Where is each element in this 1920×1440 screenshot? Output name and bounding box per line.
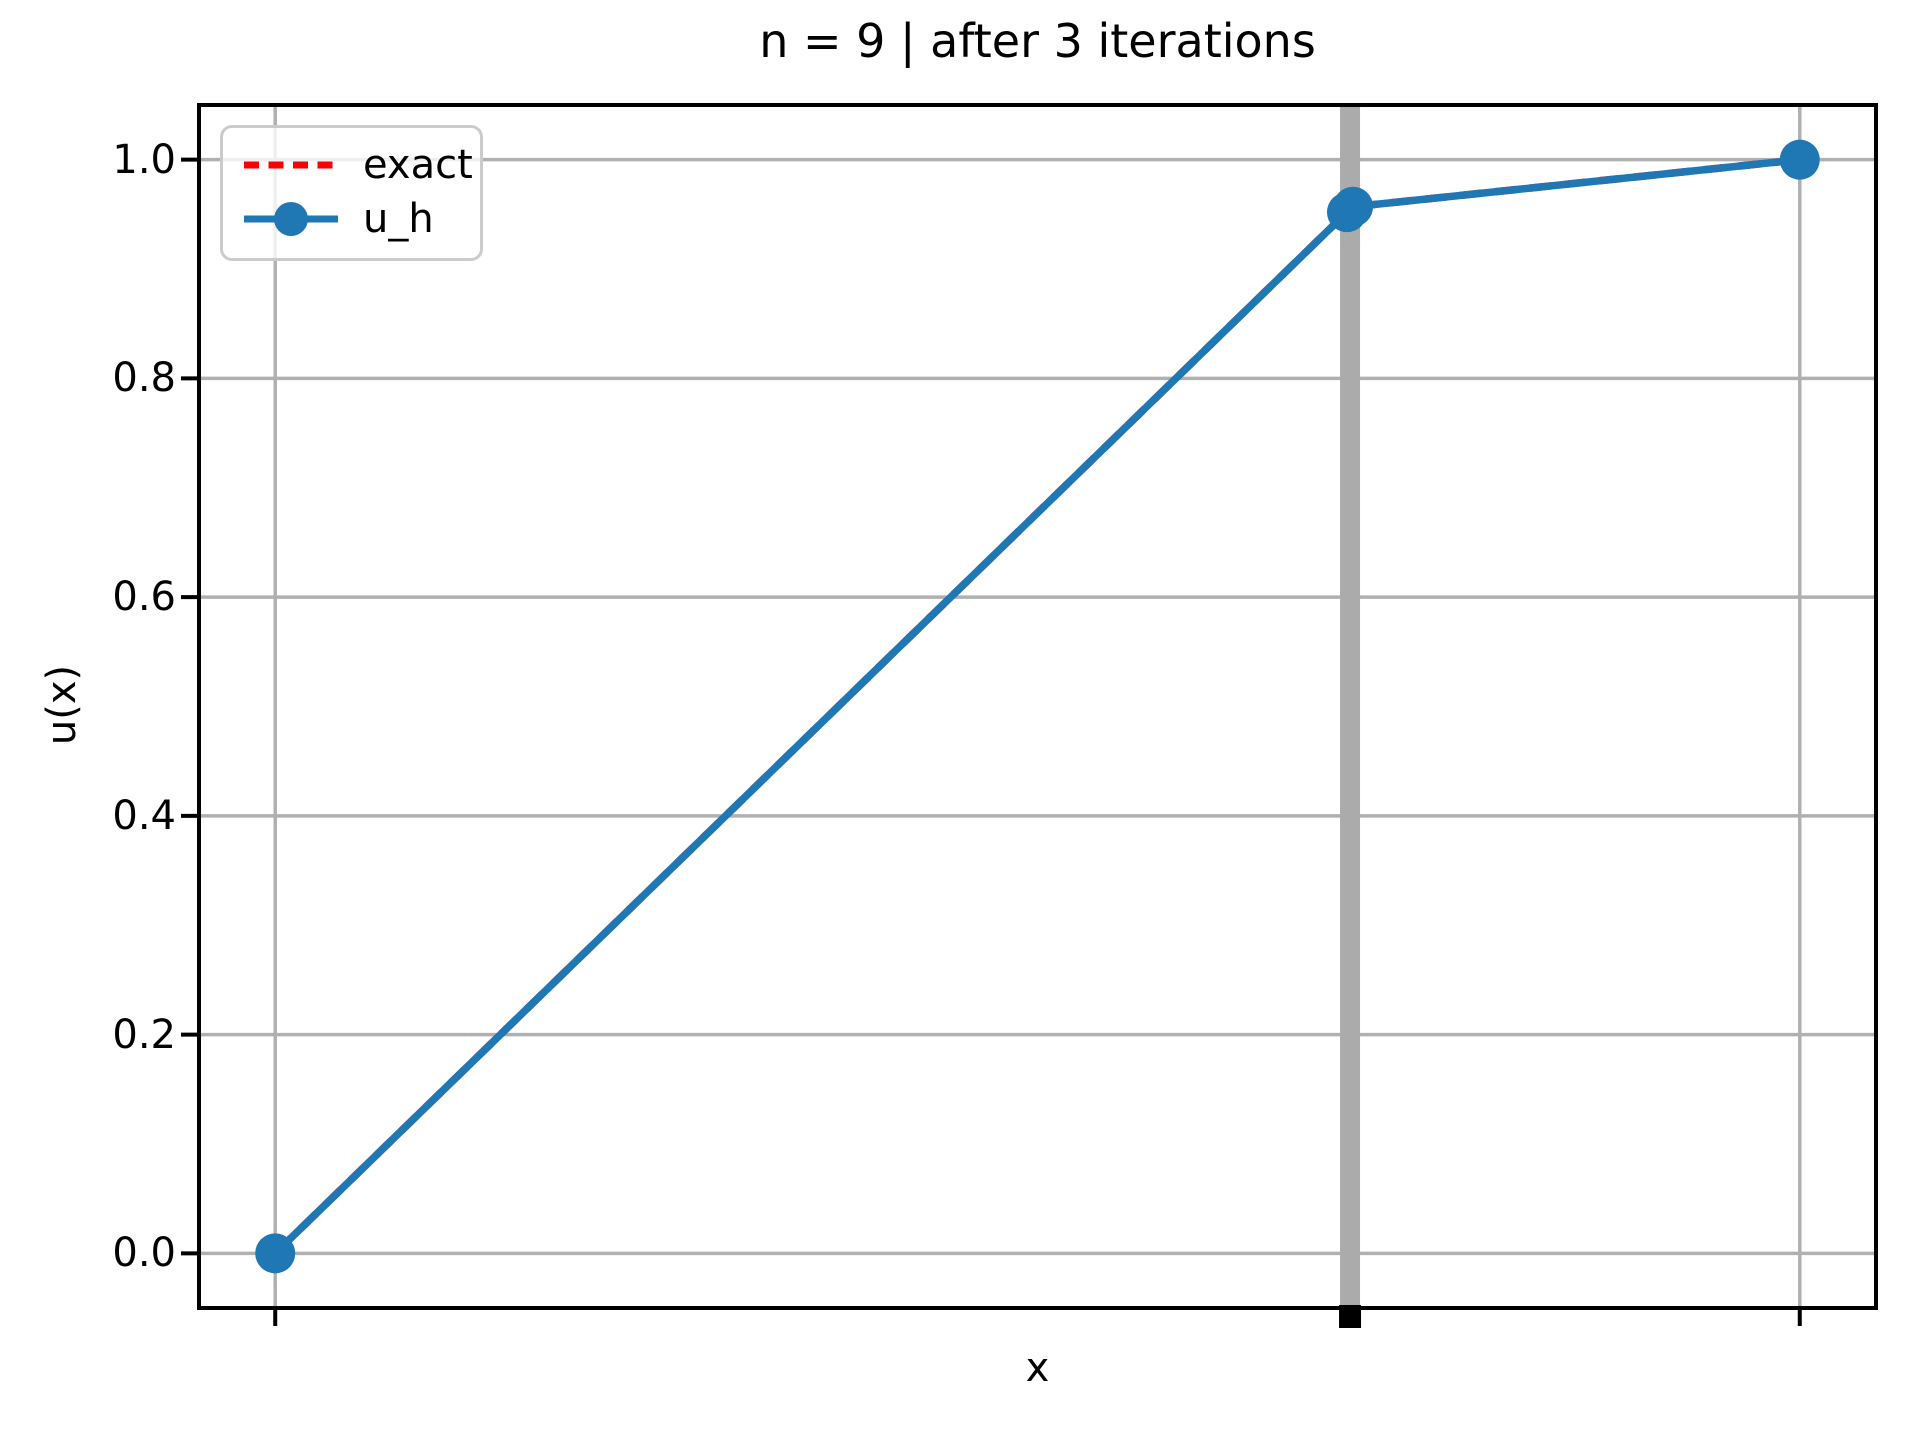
uh-line-marker-swatch xyxy=(244,202,338,237)
u_h-marker xyxy=(1779,139,1820,180)
u_h-marker xyxy=(1333,186,1374,227)
y-tick-label: 0.6 xyxy=(112,574,176,621)
series-exact xyxy=(272,155,1801,1257)
y-tick-label: 0.8 xyxy=(112,355,176,402)
axes-spines xyxy=(197,103,1878,1310)
u_h-line xyxy=(272,155,1801,1257)
y-tick-label: 0.4 xyxy=(112,792,176,839)
y-tick-label: 0.0 xyxy=(112,1230,176,1277)
legend-entry-exact: exact xyxy=(241,145,480,185)
y-axis-label: u(x) xyxy=(39,664,85,746)
series-u_h xyxy=(255,139,1820,1274)
y-tick-label: 0.2 xyxy=(112,1011,176,1058)
exact-line xyxy=(272,155,1801,1257)
legend-label-uh: u_h xyxy=(363,196,434,243)
legend-label-exact: exact xyxy=(363,141,473,188)
x-axis-label: x xyxy=(1025,1345,1050,1391)
exact-dashed-line-swatch xyxy=(244,161,338,169)
gridlines xyxy=(199,105,1876,1308)
y-tick-label: 1.0 xyxy=(112,136,176,183)
u_h-marker xyxy=(255,1233,296,1274)
legend-entry-uh: u_h xyxy=(241,197,480,241)
chart-title: n = 9 | after 3 iterations xyxy=(759,14,1316,68)
legend: exact u_h xyxy=(220,125,483,261)
bold-x-tick-square xyxy=(1339,1305,1362,1328)
tick-marks xyxy=(181,157,1802,1328)
